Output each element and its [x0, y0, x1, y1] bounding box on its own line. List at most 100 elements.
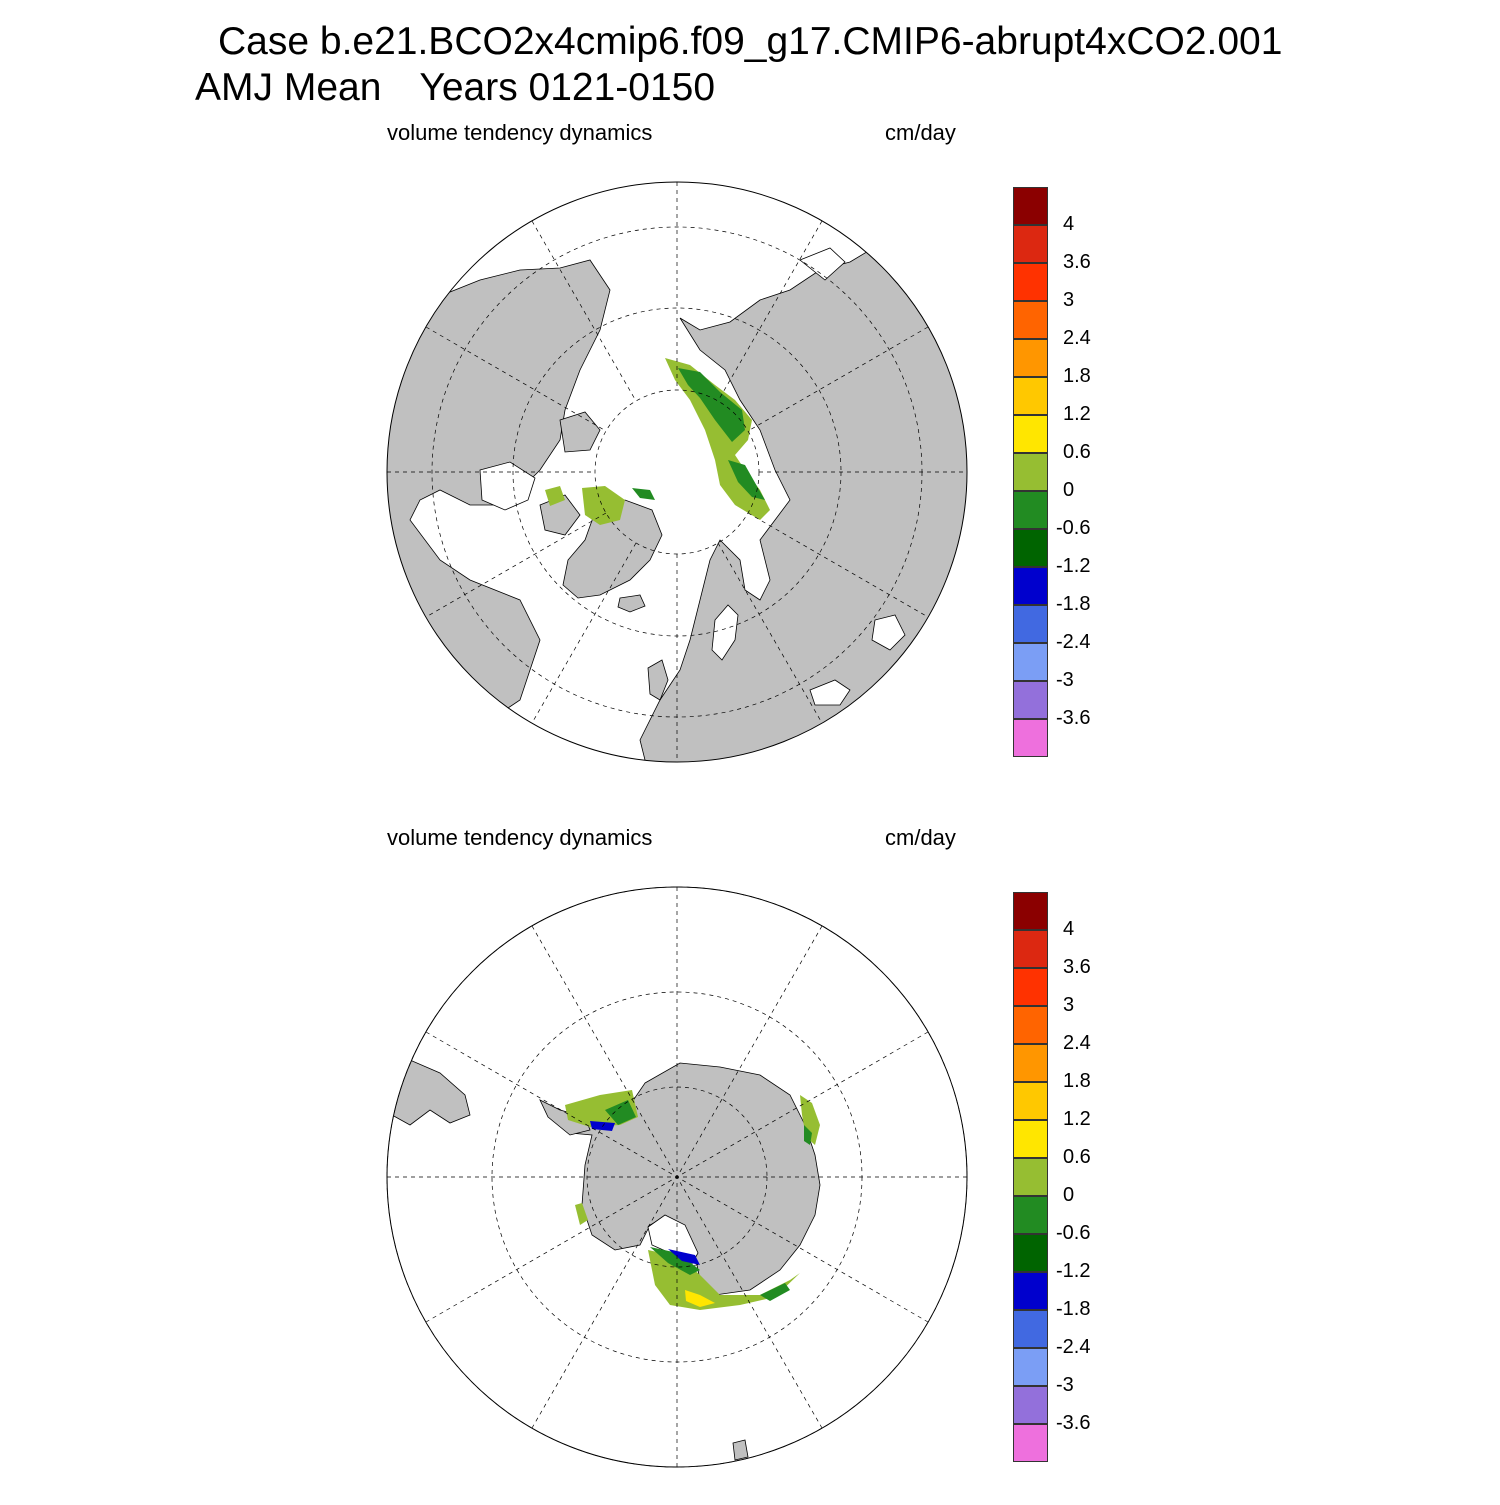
colorbar-swatch [1013, 1310, 1048, 1348]
tendency-region-ross-green [650, 1247, 700, 1275]
tendency-region-green-2 [728, 460, 765, 500]
colorbar-swatch [1013, 1044, 1048, 1082]
colorbar-swatch [1013, 1234, 1048, 1272]
colorbar-swatch [1013, 529, 1048, 567]
colorbar-tick-label: 0.6 [1063, 1146, 1091, 1168]
tendency-region-west [575, 1203, 588, 1225]
colorbar-tick-label: -0.6 [1056, 517, 1091, 539]
tendency-region-weddell-green [605, 1100, 636, 1125]
colorbar-tick-label: -1.8 [1056, 1298, 1091, 1320]
colorbar: 4 3.6 3 2.4 1.8 1.2 0.6 0 -0.6 -1.2 -1.8 -2.4 -3 -3.6 [1013, 187, 1091, 757]
land-british-isles [647, 659, 669, 701]
years-label: Years 0121-0150 [419, 66, 716, 109]
panel-units-label: cm/day [885, 120, 956, 145]
colorbar-tick-label: -1.2 [1056, 555, 1091, 577]
inland-sea [871, 614, 906, 651]
colorbar-tick-label: 1.8 [1063, 365, 1091, 387]
colorbar-swatch [1013, 930, 1048, 968]
tendency-region-east-green [804, 1125, 812, 1145]
colorbar-tick-label: -1.8 [1056, 593, 1091, 615]
alaska-coast-water [799, 247, 846, 281]
colorbar-swatch [1013, 968, 1048, 1006]
colorbar-swatch [1013, 1120, 1048, 1158]
colorbar-swatch [1013, 892, 1048, 930]
inland-sea-2 [809, 679, 851, 706]
map-boundary [386, 181, 968, 763]
land-arctic-archipelago [559, 411, 601, 453]
tendency-region-green-3 [632, 488, 655, 500]
land-tasmania [732, 1439, 749, 1461]
tendency-region-ross-yellow [685, 1290, 715, 1307]
colorbar-swatch [1013, 1386, 1048, 1424]
tendency-region-amundsen-green [760, 1283, 790, 1301]
colorbar-tick-label: 0 [1063, 479, 1075, 501]
colorbar-tick-label: 0 [1063, 1184, 1075, 1206]
colorbar-tick-label: 3.6 [1063, 251, 1091, 273]
colorbar-swatch [1013, 1006, 1048, 1044]
colorbar-tick-label: 1.2 [1063, 403, 1091, 425]
map-boundary [386, 886, 968, 1468]
colorbar-swatch [1013, 681, 1048, 719]
colorbar-tick-label: 1.8 [1063, 1070, 1091, 1092]
colorbar-tick-label: -3.6 [1056, 1412, 1091, 1434]
sea-ice-field-south [565, 1090, 820, 1310]
colorbar-tick-label: -0.6 [1056, 1222, 1091, 1244]
south-polar-map [386, 886, 968, 1468]
colorbar-tick-label: -2.4 [1056, 631, 1091, 653]
hudson-bay [479, 461, 536, 511]
tendency-region-light-green-3 [545, 486, 565, 506]
colorbar-tick-label: 3 [1063, 289, 1075, 311]
colorbar-swatch [1013, 491, 1048, 529]
colorbar-tick-label: 4 [1063, 918, 1075, 940]
colorbar-tick-label: -3 [1056, 1374, 1074, 1396]
colorbar-swatch [1013, 187, 1048, 225]
colorbar-tick-label: 2.4 [1063, 1032, 1091, 1054]
plot-title-period: AMJ Mean Years 0121-0150 [195, 66, 715, 110]
colorbar-tick-label: -2.4 [1056, 1336, 1091, 1358]
tendency-region-ross-blue [668, 1249, 700, 1265]
graticule [387, 182, 967, 762]
colorbar-tick-label: -3 [1056, 669, 1074, 691]
land-antarctic-peninsula [539, 1099, 591, 1136]
colorbar-tick-label: -3.6 [1056, 707, 1091, 729]
sea-ice-field-north [545, 358, 770, 525]
colorbar-swatch [1013, 339, 1048, 377]
colorbar-tick-label: 2.4 [1063, 327, 1091, 349]
north-hemisphere-panel: volume tendency dynamics cm/day [0, 0, 1500, 763]
colorbar-swatch [1013, 643, 1048, 681]
panel-variable-label: volume tendency dynamics [387, 120, 653, 145]
panel-units-label: cm/day [885, 825, 956, 850]
colorbar-swatch [1013, 1272, 1048, 1310]
baltic-sea [711, 604, 739, 661]
colorbar-swatch [1013, 1158, 1048, 1196]
north-polar-map [386, 181, 968, 763]
land-greenland [562, 499, 663, 599]
colorbar-swatch [1013, 1196, 1048, 1234]
panel-variable-label: volume tendency dynamics [387, 825, 653, 850]
colorbar-tick-label: 0.6 [1063, 441, 1091, 463]
colorbar-tick-label: -1.2 [1056, 1260, 1091, 1282]
colorbar-swatch [1013, 1082, 1048, 1120]
tendency-region-east [800, 1095, 820, 1145]
colorbar-swatch [1013, 1348, 1048, 1386]
colorbar: 4 3.6 3 2.4 1.8 1.2 0.6 0 -0.6 -1.2 -1.8 -2.4 -3 -3.6 [1013, 892, 1091, 1462]
colorbar-tick-label: 1.2 [1063, 1108, 1091, 1130]
colorbar-swatch [1013, 719, 1048, 757]
colorbar-swatch [1013, 377, 1048, 415]
colorbar-swatch [1013, 453, 1048, 491]
colorbar-swatch [1013, 567, 1048, 605]
colorbar-swatch [1013, 301, 1048, 339]
land-south-america [389, 1059, 471, 1126]
colorbar-tick-label: 3.6 [1063, 956, 1091, 978]
season-label: AMJ Mean [195, 66, 382, 109]
colorbar-swatch [1013, 225, 1048, 263]
land-iceland [617, 594, 646, 613]
colorbar-swatch [1013, 415, 1048, 453]
tendency-region-green [678, 368, 745, 442]
colorbar-tick-label: 3 [1063, 994, 1075, 1016]
tendency-region-light-green-2 [582, 486, 625, 525]
colorbar-swatch [1013, 263, 1048, 301]
colorbar-swatch [1013, 605, 1048, 643]
colorbar-tick-label: 4 [1063, 213, 1075, 235]
south-hemisphere-panel: volume tendency dynamics cm/day [0, 705, 1500, 1468]
